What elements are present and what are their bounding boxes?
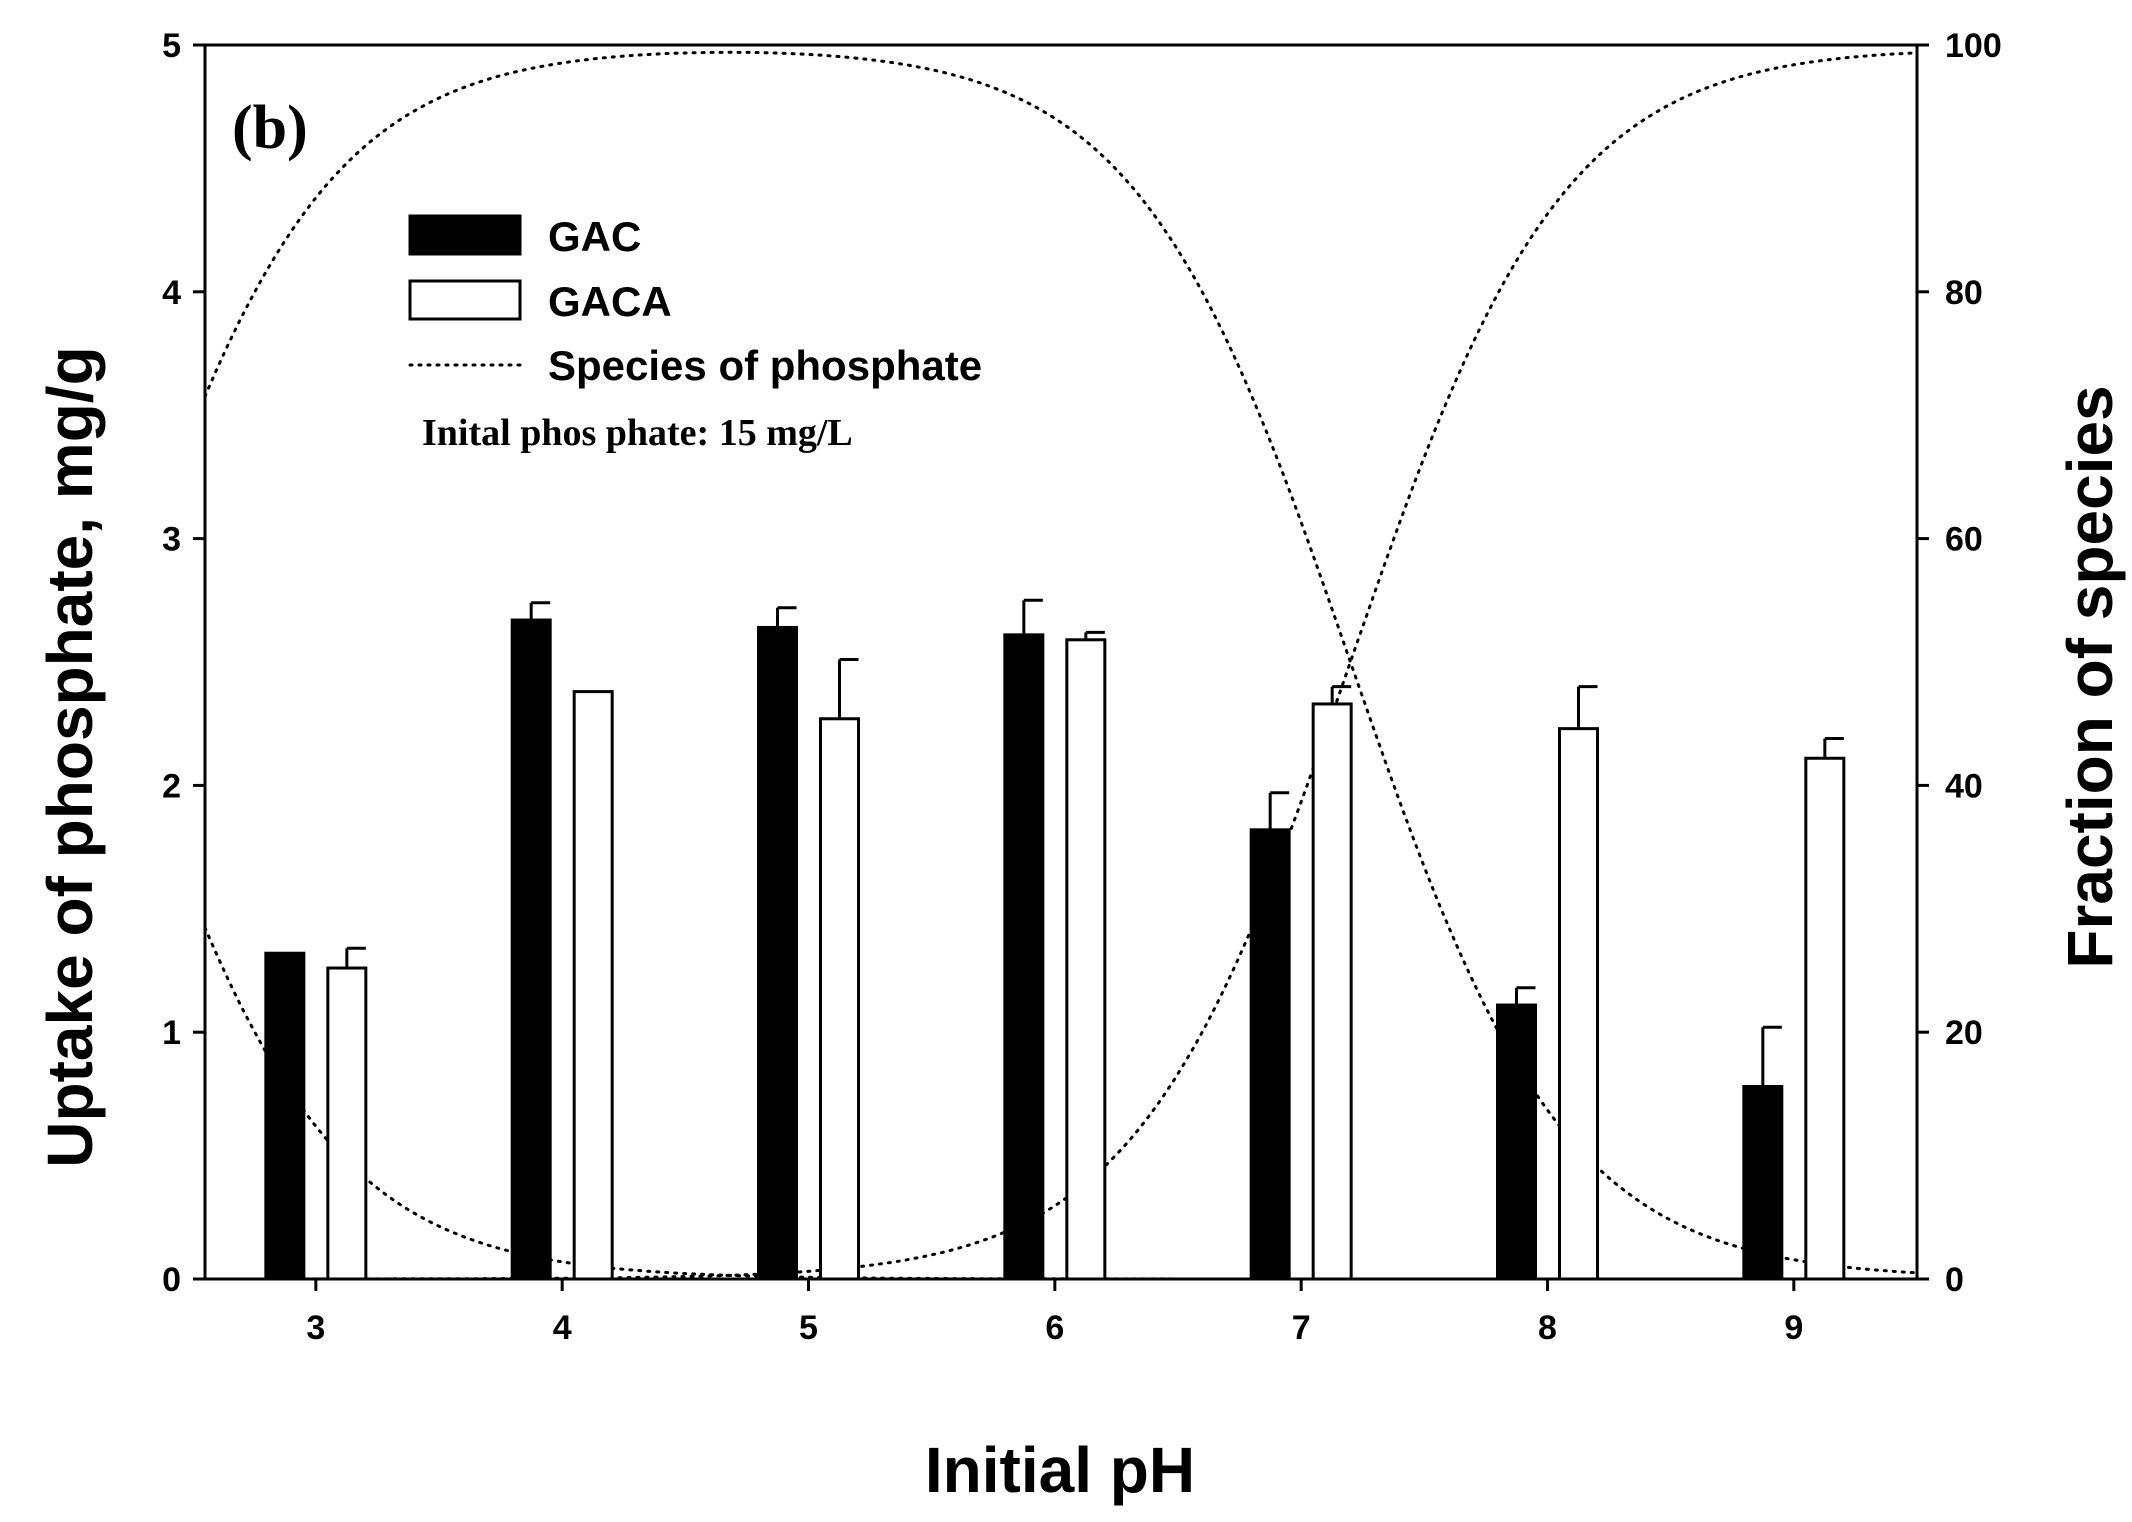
- x-tick-label-8: 8: [1538, 1309, 1557, 1347]
- legend-label-species: Species of phosphate: [548, 342, 982, 389]
- x-tick-label-5: 5: [799, 1309, 818, 1347]
- bar-gaca-ph7: [1311, 702, 1353, 1281]
- bar-gaca-ph5: [819, 717, 861, 1281]
- x-tick-label-7: 7: [1292, 1309, 1311, 1347]
- plot-frame: [203, 43, 1919, 1281]
- y-axis-title-left: Uptake of phosphate, mg/g: [34, 346, 106, 1167]
- bar-gac-ph6: [1003, 633, 1045, 1281]
- panel-label: (b): [232, 94, 308, 162]
- y-axis-title-right: Fraction of species: [2054, 385, 2126, 968]
- y-tick-label-right-60: 60: [1945, 521, 1983, 559]
- bar-gac-ph4: [510, 618, 552, 1281]
- y-tick-label-right-100: 100: [1945, 27, 2002, 65]
- bar-gaca-ph8: [1558, 727, 1600, 1281]
- bar-gac-ph3: [264, 951, 306, 1281]
- x-axis-title: Initial pH: [925, 1434, 1195, 1506]
- species-curve-h2po4: [203, 50, 1919, 1275]
- y-tick-label-left-1: 1: [162, 1014, 181, 1052]
- x-tick-label-6: 6: [1045, 1309, 1064, 1347]
- bar-gaca-ph3: [326, 966, 368, 1281]
- bar-gac-ph7: [1249, 828, 1291, 1281]
- bar-gaca-ph9: [1804, 756, 1846, 1281]
- y-tick-label-left-3: 3: [162, 521, 181, 559]
- bar-gac-ph8: [1496, 1003, 1538, 1281]
- y-tick-label-left-4: 4: [162, 274, 181, 312]
- x-tick-label-4: 4: [553, 1309, 572, 1347]
- y-tick-label-right-40: 40: [1945, 767, 1983, 805]
- bar-gaca-ph4: [572, 690, 614, 1281]
- y-tick-label-right-0: 0: [1945, 1261, 1964, 1299]
- legend-swatch-gac: [408, 214, 522, 256]
- axes: 0 1 2 3 4 5 0 20 40 60 80 100 3 4 5 6 7 8 9: [162, 27, 2002, 1347]
- bar-gac-ph5: [757, 625, 799, 1281]
- bar-gac-ph9: [1742, 1084, 1784, 1281]
- y-tick-label-left-0: 0: [162, 1261, 181, 1299]
- legend-swatch-gaca: [408, 279, 522, 321]
- bars: [264, 598, 1846, 1281]
- initial-concentration-note: Inital phos phate: 15 mg/L: [422, 412, 853, 454]
- legend-label-gaca: GACA: [548, 278, 672, 325]
- x-tick-label-9: 9: [1784, 1309, 1803, 1347]
- bar-gaca-ph6: [1065, 638, 1107, 1281]
- legend-label-gac: GAC: [548, 213, 641, 260]
- y-tick-label-right-80: 80: [1945, 274, 1983, 312]
- y-tick-label-left-2: 2: [162, 767, 181, 805]
- species-curve-h3po4: [203, 926, 1919, 1281]
- y-tick-label-left-5: 5: [162, 27, 181, 65]
- x-tick-label-3: 3: [306, 1309, 325, 1347]
- legend: GAC GACA Species of phosphate: [408, 213, 982, 389]
- y-tick-label-right-20: 20: [1945, 1014, 1983, 1052]
